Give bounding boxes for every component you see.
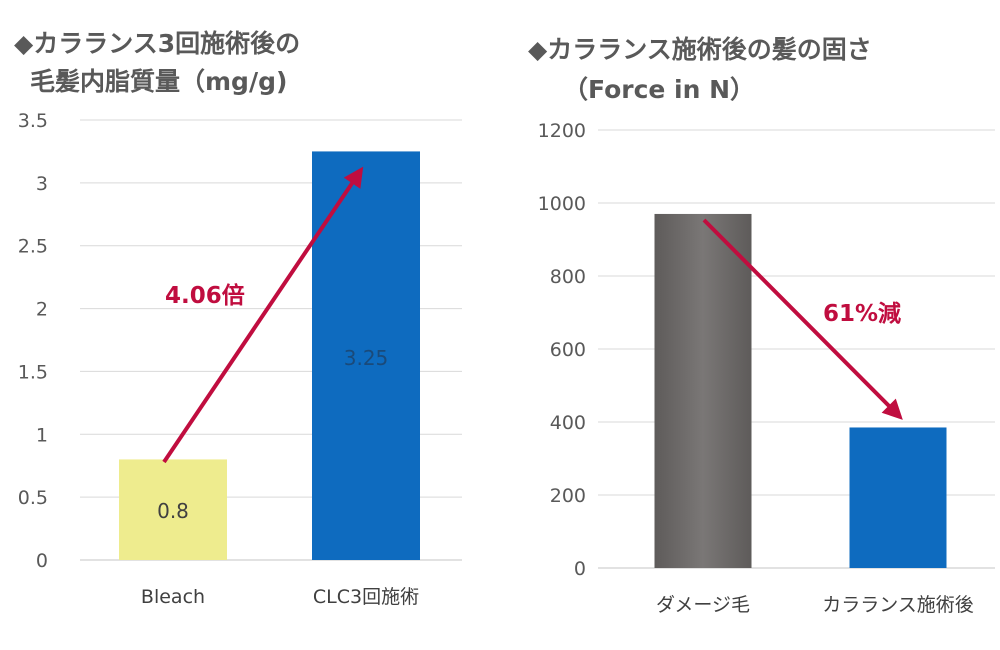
y-tick-label: 2 xyxy=(36,299,48,321)
annotation-arrow xyxy=(702,218,903,420)
data-label: 3.25 xyxy=(344,346,389,370)
chart-title-line: ◆カラランス施術後の髪の固さ xyxy=(528,35,872,64)
y-tick-label: 200 xyxy=(550,485,586,507)
x-category-label: ダメージ毛 xyxy=(656,594,750,616)
y-tick-label: 3 xyxy=(36,173,48,195)
chart-title-line: （Force in N） xyxy=(563,75,755,104)
x-category-label: Bleach xyxy=(141,586,205,608)
bar xyxy=(849,427,947,568)
y-tick-label: 600 xyxy=(550,339,586,361)
y-tick-label: 1 xyxy=(36,424,48,446)
bar xyxy=(119,459,227,560)
y-tick-label: 3.5 xyxy=(18,110,48,132)
bar xyxy=(654,213,752,568)
y-tick-label: 1.5 xyxy=(18,361,48,383)
y-tick-label: 1000 xyxy=(538,193,586,215)
y-tick-label: 0 xyxy=(36,550,48,572)
y-tick-label: 1200 xyxy=(538,120,586,142)
annotation-text: 61%減 xyxy=(823,301,901,327)
annotation-arrow xyxy=(162,166,364,464)
y-tick-label: 0 xyxy=(574,558,586,580)
y-tick-label: 800 xyxy=(550,266,586,288)
y-tick-label: 0.5 xyxy=(18,487,48,509)
chart-title-line: 毛髪内脂質量（mg/g) xyxy=(30,67,287,96)
x-category-label: カラランス施術後 xyxy=(822,594,974,616)
annotation-text: 4.06倍 xyxy=(165,282,245,309)
x-category-label: CLC3回施術 xyxy=(313,586,419,608)
data-label: 0.8 xyxy=(157,499,189,523)
y-tick-label: 2.5 xyxy=(18,236,48,258)
y-tick-label: 400 xyxy=(550,412,586,434)
chart-title-line: ◆カラランス3回施術後の xyxy=(14,29,300,58)
